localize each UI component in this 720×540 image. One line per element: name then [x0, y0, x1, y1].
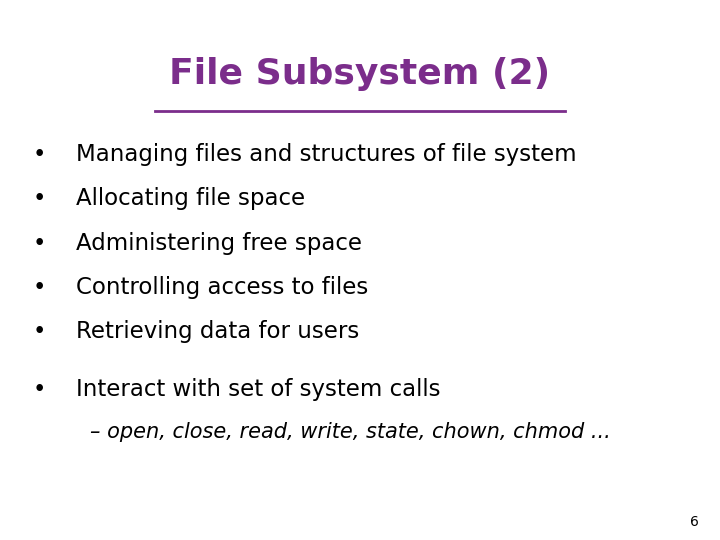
- Text: Managing files and structures of file system: Managing files and structures of file sy…: [76, 143, 576, 166]
- Text: •: •: [33, 232, 46, 255]
- Text: •: •: [33, 276, 46, 299]
- Text: •: •: [33, 320, 46, 343]
- Text: Administering free space: Administering free space: [76, 232, 361, 255]
- Text: •: •: [33, 187, 46, 211]
- Text: Retrieving data for users: Retrieving data for users: [76, 320, 359, 343]
- Text: 6: 6: [690, 515, 698, 529]
- Text: Controlling access to files: Controlling access to files: [76, 276, 368, 299]
- Text: •: •: [33, 378, 46, 401]
- Text: Interact with set of system calls: Interact with set of system calls: [76, 378, 440, 401]
- Text: File Subsystem (2): File Subsystem (2): [169, 57, 551, 91]
- Text: Allocating file space: Allocating file space: [76, 187, 305, 211]
- Text: – open, close, read, write, state, chown, chmod ...: – open, close, read, write, state, chown…: [90, 422, 611, 442]
- Text: •: •: [33, 143, 46, 166]
